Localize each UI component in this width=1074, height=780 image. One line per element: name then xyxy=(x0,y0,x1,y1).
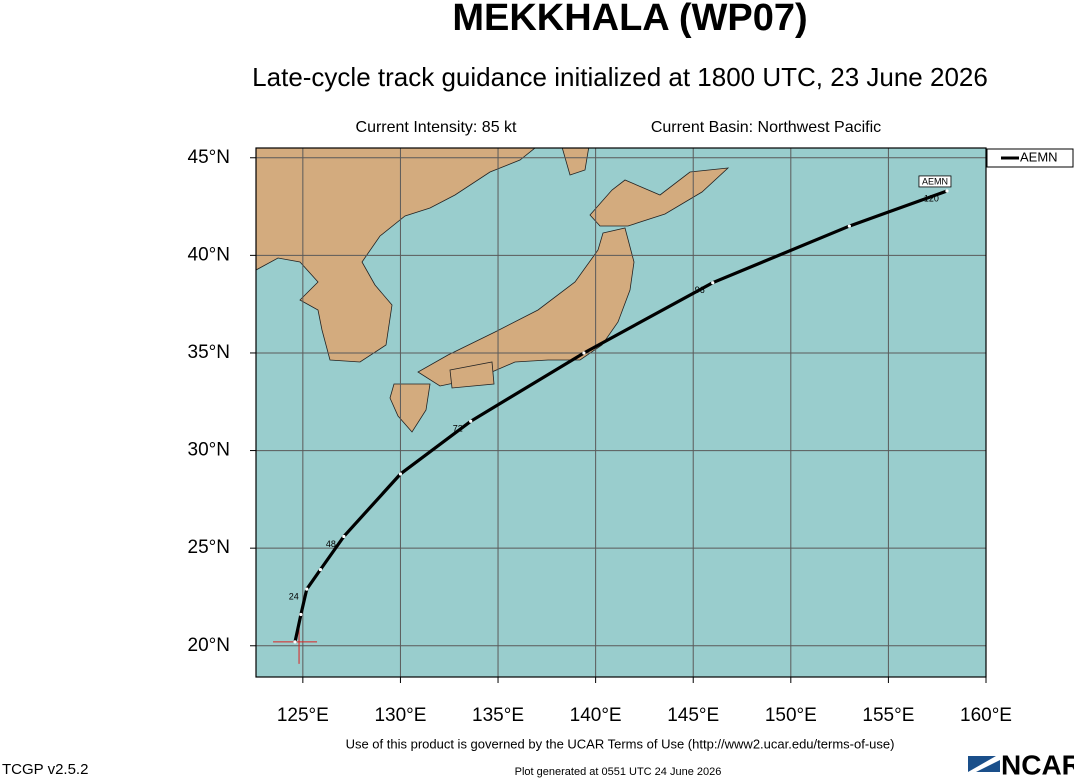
chart-subtitle: Late-cycle track guidance initialized at… xyxy=(252,62,988,92)
version: TCGP v2.5.2 xyxy=(2,761,88,778)
track-point xyxy=(711,281,715,285)
logo: NCAR xyxy=(968,749,1074,780)
intensity: Current Intensity: 85 kt xyxy=(356,119,518,136)
hour-label: 96 xyxy=(695,285,705,295)
track-point xyxy=(582,351,586,355)
x-tick-label: 150°E xyxy=(765,705,817,726)
y-tick-label: 40°N xyxy=(188,244,230,265)
chart-title: MEKKHALA (WP07) xyxy=(452,0,807,39)
track-point xyxy=(293,640,297,644)
mainland xyxy=(256,148,536,363)
track-point xyxy=(469,419,473,423)
legend-label: AEMN xyxy=(1020,149,1058,164)
y-tick-label: 30°N xyxy=(188,440,230,461)
plot-frame xyxy=(255,147,987,678)
x-tick-label: 130°E xyxy=(374,705,426,726)
legend: AEMN xyxy=(986,148,1074,168)
end-label: AEMN xyxy=(922,176,948,186)
x-tick-label: 145°E xyxy=(667,705,719,726)
basin: Current Basin: Northwest Pacific xyxy=(651,119,881,136)
legend-box xyxy=(986,148,1074,168)
logo-text: NCAR xyxy=(1001,749,1074,780)
shikoku xyxy=(449,361,495,389)
track-point xyxy=(342,534,346,539)
track-point xyxy=(847,224,851,228)
hour-label: 24 xyxy=(289,592,299,602)
track-point xyxy=(398,472,403,476)
generated: Plot generated at 0551 UTC 24 June 2026 xyxy=(515,766,722,778)
y-tick-label: 45°N xyxy=(188,147,230,168)
sakhalin xyxy=(561,148,590,176)
y-tick-label: 20°N xyxy=(188,635,230,656)
hour-label: 120 xyxy=(924,193,939,203)
x-tick-label: 135°E xyxy=(472,705,524,726)
x-tick-label: 160°E xyxy=(960,705,1012,726)
track-point xyxy=(945,189,949,193)
x-tick-label: 125°E xyxy=(277,705,329,726)
y-tick-label: 35°N xyxy=(188,342,230,363)
hour-label: 72 xyxy=(453,424,463,434)
logo-mark xyxy=(968,756,1000,772)
track-point xyxy=(318,568,323,572)
x-tick-label: 155°E xyxy=(862,705,914,726)
honshu xyxy=(417,227,635,387)
hour-label: 48 xyxy=(326,539,336,549)
x-tick-label: 140°E xyxy=(570,705,622,726)
footer: Use of this product is governed by the U… xyxy=(346,736,895,751)
track-point xyxy=(299,612,303,617)
track-point xyxy=(305,587,309,591)
y-tick-label: 25°N xyxy=(188,537,230,558)
end-label-box xyxy=(918,175,952,188)
